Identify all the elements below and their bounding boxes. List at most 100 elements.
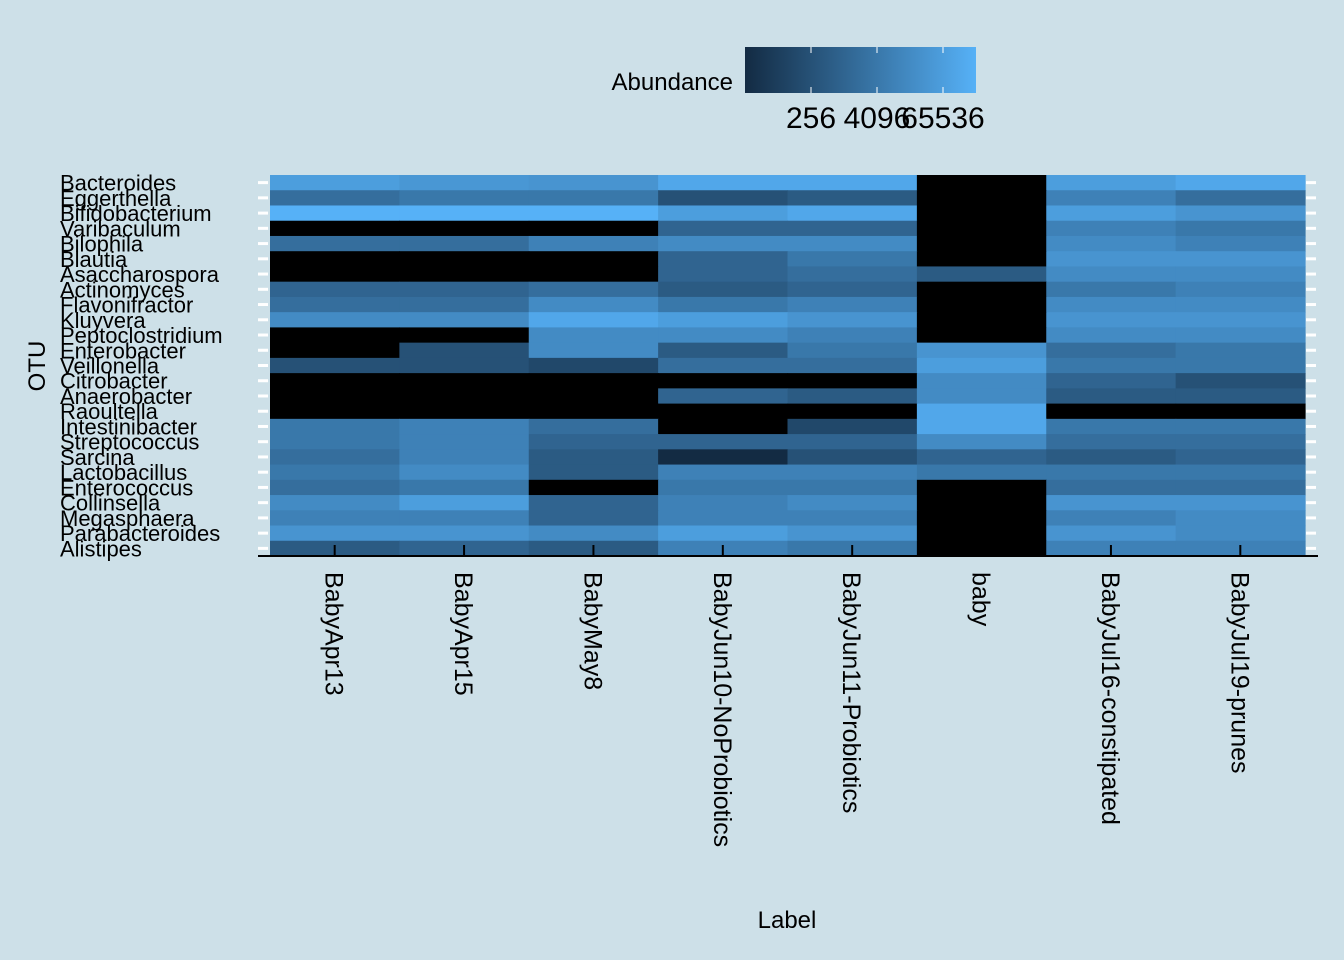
- heatmap-cell: [270, 434, 400, 450]
- heatmap-cell: [916, 418, 1047, 435]
- heatmap-cell: [658, 373, 789, 389]
- heatmap-cell: [399, 373, 530, 389]
- heatmap-cell: [1046, 327, 1177, 344]
- heatmap-cell: [787, 357, 918, 374]
- heatmap-cell: [1175, 525, 1306, 542]
- heatmap-cell: [787, 175, 918, 191]
- heatmap-cell: [916, 479, 1047, 496]
- heatmap-cell: [270, 312, 400, 328]
- heatmap-cell: [1175, 510, 1306, 527]
- heatmap-cell: [399, 464, 530, 481]
- heatmap-cell: [528, 281, 659, 298]
- heatmap-cell: [399, 495, 530, 511]
- heatmap-cell: [270, 296, 400, 313]
- legend-tick-label: 4096: [844, 102, 911, 135]
- heatmap-cell: [1046, 418, 1177, 435]
- heatmap-cell: [916, 235, 1047, 252]
- heatmap-cell: [658, 449, 789, 466]
- heatmap-cell: [1175, 418, 1306, 435]
- x-tick-label: BabyApr13: [320, 572, 348, 696]
- y-axis-labels: BacteroidesEggerthellaBifidobacteriumVar…: [60, 171, 223, 562]
- y-tick-label: Anaerobacter: [60, 384, 192, 409]
- heatmap-cell: [528, 373, 659, 389]
- heatmap-cell: [270, 266, 400, 283]
- x-axis-title: Label: [758, 907, 817, 934]
- heatmap-cell: [787, 312, 918, 328]
- heatmap-cell: [528, 296, 659, 313]
- y-tick-label: Bacteroides: [60, 171, 176, 196]
- heatmap-cell: [1175, 495, 1306, 511]
- y-tick-label: Eggerthella: [60, 186, 172, 211]
- heatmap-cell: [658, 281, 789, 298]
- heatmap-cell: [270, 449, 400, 466]
- y-tick-label: Enterococcus: [60, 475, 193, 500]
- heatmap-cell: [658, 296, 789, 313]
- heatmap-cell: [787, 235, 918, 252]
- heatmap-cell: [1046, 403, 1177, 420]
- heatmap-cell: [270, 495, 400, 511]
- heatmap-cell: [528, 190, 659, 207]
- heatmap-cell: [270, 418, 400, 435]
- heatmap-cell: [916, 342, 1047, 359]
- y-tick-label: Intestinibacter: [60, 414, 197, 439]
- y-tick-label: Lactobacillus: [60, 460, 187, 485]
- heatmap-cell: [1175, 281, 1306, 298]
- heatmap-cell: [658, 220, 789, 237]
- heatmap-cell: [658, 510, 789, 527]
- heatmap-cell: [658, 388, 789, 405]
- y-tick-label: Actinomyces: [60, 277, 185, 302]
- heatmap-cell: [1175, 190, 1306, 207]
- heatmap-cell: [399, 388, 530, 405]
- heatmap-cell: [916, 510, 1047, 527]
- heatmap-cell: [916, 175, 1047, 191]
- heatmap-cell: [1175, 220, 1306, 237]
- heatmap-cell: [1046, 281, 1177, 298]
- heatmap-cell: [399, 403, 530, 420]
- heatmap-cell: [916, 357, 1047, 374]
- y-tick-label: Bifidobacterium: [60, 201, 212, 226]
- heatmap-cell: [916, 281, 1047, 298]
- heatmap-cell: [1046, 312, 1177, 328]
- heatmap-cell: [528, 388, 659, 405]
- heatmap-cell: [270, 479, 400, 496]
- heatmap-cell: [270, 510, 400, 527]
- heatmap-cell: [1175, 266, 1306, 283]
- heatmap-cell: [1175, 357, 1306, 374]
- heatmap-cell: [787, 296, 918, 313]
- heatmap-cell: [658, 205, 789, 222]
- heatmap-cell: [916, 251, 1047, 268]
- heatmap-cell: [399, 434, 530, 450]
- heatmap-cell: [658, 235, 789, 252]
- y-tick-label: Asaccharospora: [60, 262, 220, 287]
- heatmap-cell: [528, 251, 659, 268]
- heatmap-cell: [270, 388, 400, 405]
- heatmap-cell: [270, 342, 400, 359]
- heatmap-cell: [1046, 220, 1177, 237]
- heatmap-cell: [1046, 434, 1177, 450]
- heatmap-cell: [1046, 464, 1177, 481]
- y-tick-label: Collinsella: [60, 491, 161, 516]
- heatmap-cell: [658, 464, 789, 481]
- heatmap-cell: [787, 342, 918, 359]
- heatmap-cell: [916, 296, 1047, 313]
- heatmap-cell: [916, 312, 1047, 328]
- heatmap-cell: [399, 525, 530, 542]
- heatmap-cell: [658, 418, 789, 435]
- y-tick-label: Sarcina: [60, 445, 135, 470]
- heatmap-cell: [399, 220, 530, 237]
- heatmap-cell: [270, 357, 400, 374]
- heatmap-cell: [1046, 266, 1177, 283]
- heatmap-cell: [1046, 205, 1177, 222]
- heatmap-cell: [1046, 251, 1177, 268]
- heatmap-cell: [528, 312, 659, 328]
- heatmap-cell: [658, 312, 789, 328]
- heatmap-cell: [399, 357, 530, 374]
- y-tick-label: Citrobacter: [60, 369, 168, 394]
- y-tick-label: Megasphaera: [60, 506, 195, 531]
- heatmap-cell: [1046, 495, 1177, 511]
- heatmap-cell: [399, 205, 530, 222]
- heatmap-cell: [787, 479, 918, 496]
- heatmap-cell: [1175, 327, 1306, 344]
